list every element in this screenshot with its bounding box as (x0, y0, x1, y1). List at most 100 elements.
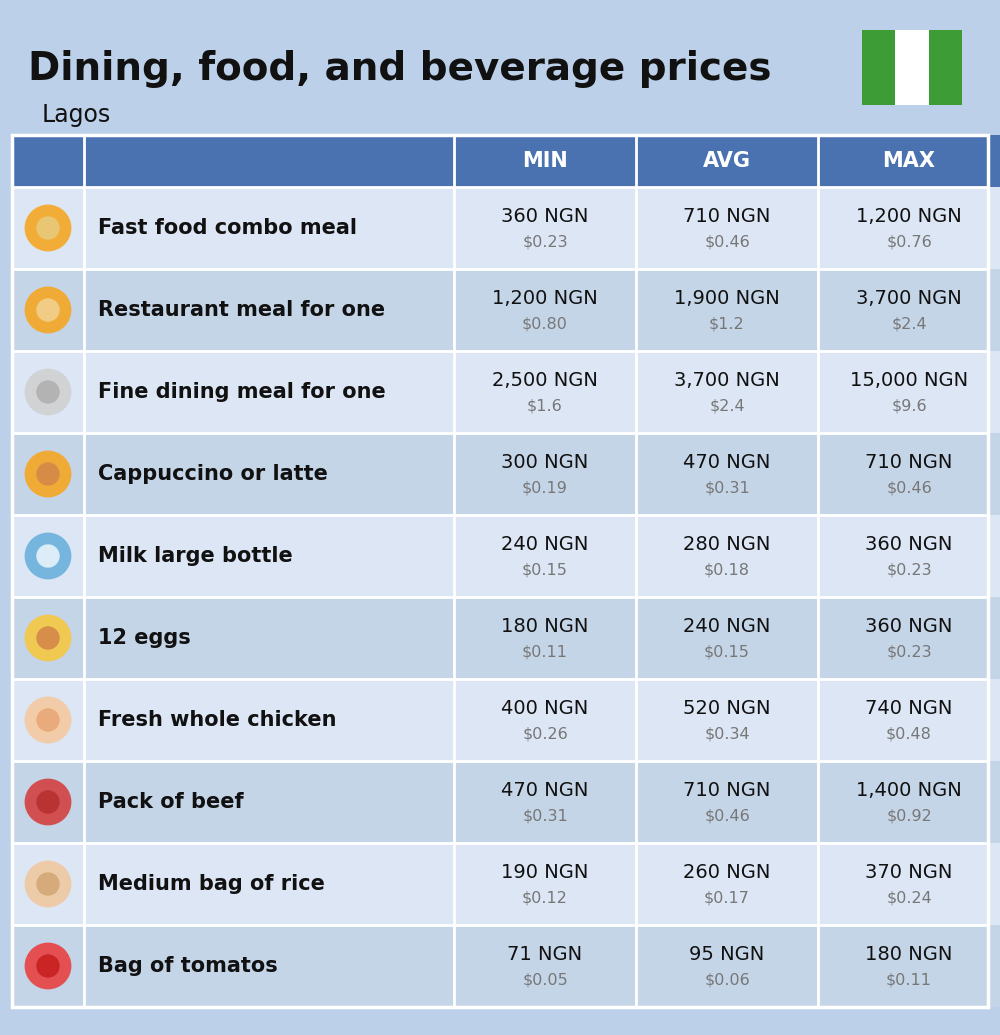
Circle shape (25, 533, 71, 580)
Bar (84, 679, 454, 761)
Text: 710 NGN: 710 NGN (865, 452, 953, 472)
Bar (12, 761, 84, 842)
Circle shape (25, 860, 71, 908)
Text: 360 NGN: 360 NGN (865, 534, 953, 554)
Text: 15,000 NGN: 15,000 NGN (850, 371, 968, 389)
Bar (818, 433, 1000, 515)
Bar (818, 515, 1000, 597)
Bar (818, 187, 1000, 269)
Bar (454, 597, 636, 679)
Bar (84, 597, 454, 679)
Text: 180 NGN: 180 NGN (865, 945, 953, 964)
Text: $0.11: $0.11 (886, 973, 932, 987)
Text: $0.12: $0.12 (522, 890, 568, 906)
Bar (636, 925, 818, 1007)
Text: 740 NGN: 740 NGN (865, 699, 953, 717)
Bar (818, 842, 1000, 925)
Text: $0.15: $0.15 (522, 562, 568, 578)
Text: 710 NGN: 710 NGN (683, 207, 771, 226)
Text: Cappuccino or latte: Cappuccino or latte (98, 464, 328, 484)
Bar (84, 515, 454, 597)
Text: $0.31: $0.31 (522, 808, 568, 824)
Bar (862, 30, 895, 105)
Text: $1.6: $1.6 (527, 398, 563, 414)
Text: Dining, food, and beverage prices: Dining, food, and beverage prices (28, 50, 772, 88)
Text: $0.26: $0.26 (522, 727, 568, 741)
Bar (636, 679, 818, 761)
Text: $0.76: $0.76 (886, 235, 932, 249)
Text: 240 NGN: 240 NGN (501, 534, 589, 554)
Bar (454, 515, 636, 597)
Text: MIN: MIN (522, 151, 568, 171)
Bar (84, 433, 454, 515)
Bar (818, 135, 1000, 187)
Circle shape (36, 380, 60, 404)
Text: $0.92: $0.92 (886, 808, 932, 824)
Text: 470 NGN: 470 NGN (683, 452, 771, 472)
Text: Pack of beef: Pack of beef (98, 792, 244, 812)
Bar (818, 925, 1000, 1007)
Bar (12, 597, 84, 679)
Bar (12, 925, 84, 1007)
Text: Restaurant meal for one: Restaurant meal for one (98, 300, 385, 320)
Text: 360 NGN: 360 NGN (501, 207, 589, 226)
Text: $0.24: $0.24 (886, 890, 932, 906)
Text: 1,400 NGN: 1,400 NGN (856, 780, 962, 799)
Text: $0.23: $0.23 (886, 562, 932, 578)
Text: $0.18: $0.18 (704, 562, 750, 578)
Text: $0.31: $0.31 (704, 480, 750, 496)
Circle shape (36, 791, 60, 814)
Bar (818, 269, 1000, 351)
Bar (454, 925, 636, 1007)
Text: 300 NGN: 300 NGN (501, 452, 589, 472)
Bar (818, 761, 1000, 842)
Bar (636, 433, 818, 515)
Bar (818, 679, 1000, 761)
Text: $0.06: $0.06 (704, 973, 750, 987)
Bar (929, 30, 962, 105)
Bar (454, 351, 636, 433)
Text: 71 NGN: 71 NGN (507, 945, 583, 964)
Text: 280 NGN: 280 NGN (683, 534, 771, 554)
Text: $0.23: $0.23 (886, 645, 932, 659)
Text: 1,200 NGN: 1,200 NGN (492, 289, 598, 307)
Text: 95 NGN: 95 NGN (689, 945, 765, 964)
Bar (84, 187, 454, 269)
Bar (12, 842, 84, 925)
Text: $0.46: $0.46 (704, 235, 750, 249)
Bar (636, 351, 818, 433)
Text: $0.15: $0.15 (704, 645, 750, 659)
Text: 1,900 NGN: 1,900 NGN (674, 289, 780, 307)
Bar (636, 597, 818, 679)
Text: 180 NGN: 180 NGN (501, 617, 589, 635)
Text: Bag of tomatos: Bag of tomatos (98, 956, 278, 976)
Bar (454, 842, 636, 925)
Text: Fine dining meal for one: Fine dining meal for one (98, 382, 386, 402)
Text: $0.48: $0.48 (886, 727, 932, 741)
Bar (636, 842, 818, 925)
Bar (818, 597, 1000, 679)
Circle shape (36, 954, 60, 978)
Circle shape (36, 463, 60, 485)
Bar (454, 269, 636, 351)
Bar (454, 761, 636, 842)
Text: MAX: MAX (883, 151, 936, 171)
Bar (454, 679, 636, 761)
Bar (636, 187, 818, 269)
Text: $0.80: $0.80 (522, 317, 568, 331)
Text: 12 eggs: 12 eggs (98, 628, 191, 648)
Bar (454, 433, 636, 515)
Text: AVG: AVG (703, 151, 751, 171)
Bar (12, 269, 84, 351)
Circle shape (25, 287, 71, 333)
Text: $0.19: $0.19 (522, 480, 568, 496)
Circle shape (25, 697, 71, 743)
Text: 190 NGN: 190 NGN (501, 862, 589, 882)
Text: Fresh whole chicken: Fresh whole chicken (98, 710, 336, 730)
Bar (818, 351, 1000, 433)
Text: $0.23: $0.23 (522, 235, 568, 249)
Text: 710 NGN: 710 NGN (683, 780, 771, 799)
Bar (12, 135, 454, 187)
Text: $0.11: $0.11 (522, 645, 568, 659)
Circle shape (25, 778, 71, 825)
